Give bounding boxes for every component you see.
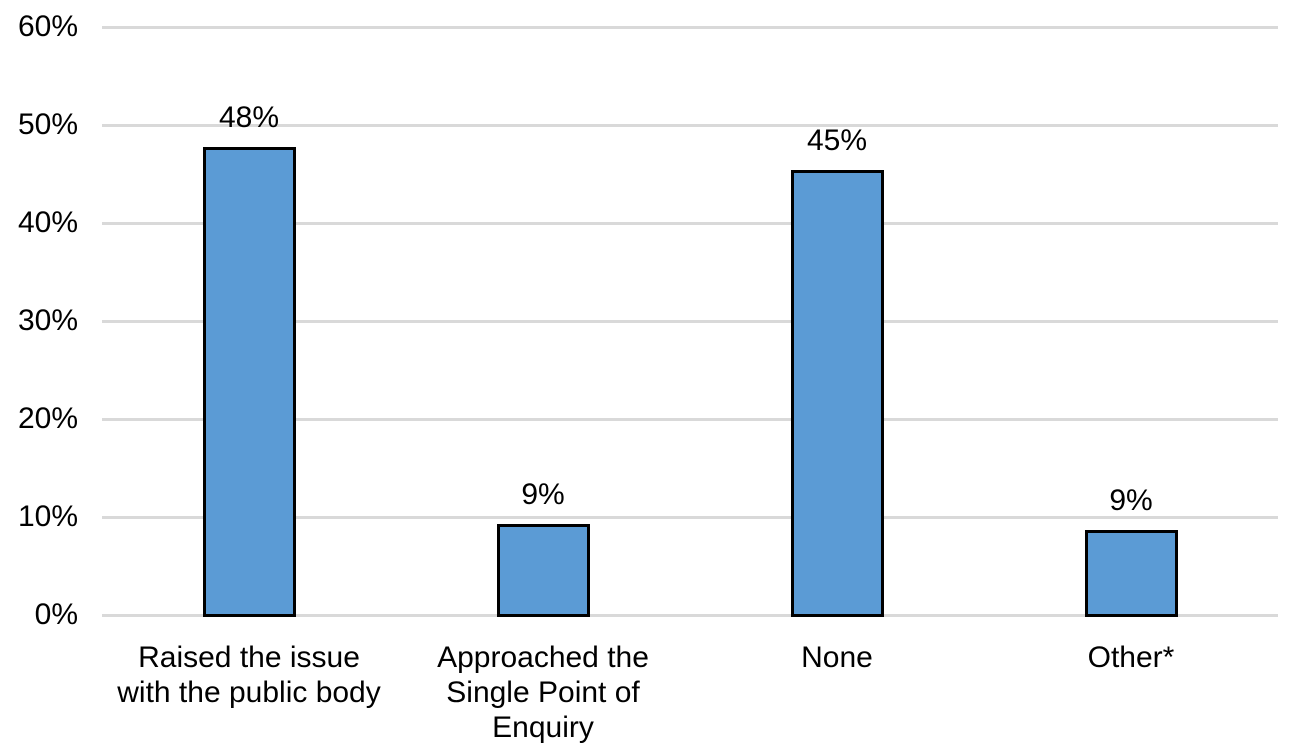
- bar-value-label: 9%: [521, 478, 565, 511]
- category-label: Other*: [976, 640, 1286, 675]
- category-label-line: None: [801, 641, 873, 674]
- category-label-line: Single Point of: [446, 676, 640, 709]
- category-label: None: [682, 640, 992, 675]
- gridline-0: [102, 614, 1278, 617]
- gridline-10: [102, 516, 1278, 519]
- bar-single-point-of-enquiry: [497, 524, 590, 617]
- category-label-line: Approached the: [437, 641, 649, 674]
- y-axis-tick-label: 0%: [34, 598, 78, 631]
- y-axis-tick-label: 60%: [17, 10, 78, 43]
- category-label: Raised the issue with the public body: [94, 640, 404, 710]
- y-axis-tick-label: 30%: [17, 304, 78, 337]
- category-label-line: with the public body: [117, 676, 381, 709]
- gridline-50: [102, 124, 1278, 127]
- gridline-40: [102, 222, 1278, 225]
- gridline-20: [102, 418, 1278, 421]
- gridline-30: [102, 320, 1278, 323]
- bar-value-label: 9%: [1109, 484, 1153, 517]
- category-label-line: Other*: [1087, 641, 1175, 674]
- bar-other: [1085, 530, 1178, 617]
- gridline-60: [102, 26, 1278, 29]
- y-axis-tick-label: 40%: [17, 206, 78, 239]
- bar-value-label: 45%: [806, 124, 868, 157]
- category-label-line: Raised the issue: [138, 641, 360, 674]
- bar-value-label: 48%: [218, 101, 280, 134]
- y-axis-tick-label: 20%: [17, 402, 78, 435]
- y-axis-tick-label: 50%: [17, 108, 78, 141]
- category-label: Approached the Single Point of Enquiry: [388, 640, 698, 745]
- bar-none: [791, 170, 884, 617]
- y-axis-tick-label: 10%: [17, 500, 78, 533]
- category-label-line: Enquiry: [492, 711, 594, 744]
- bar-raised-the-issue: [203, 147, 296, 617]
